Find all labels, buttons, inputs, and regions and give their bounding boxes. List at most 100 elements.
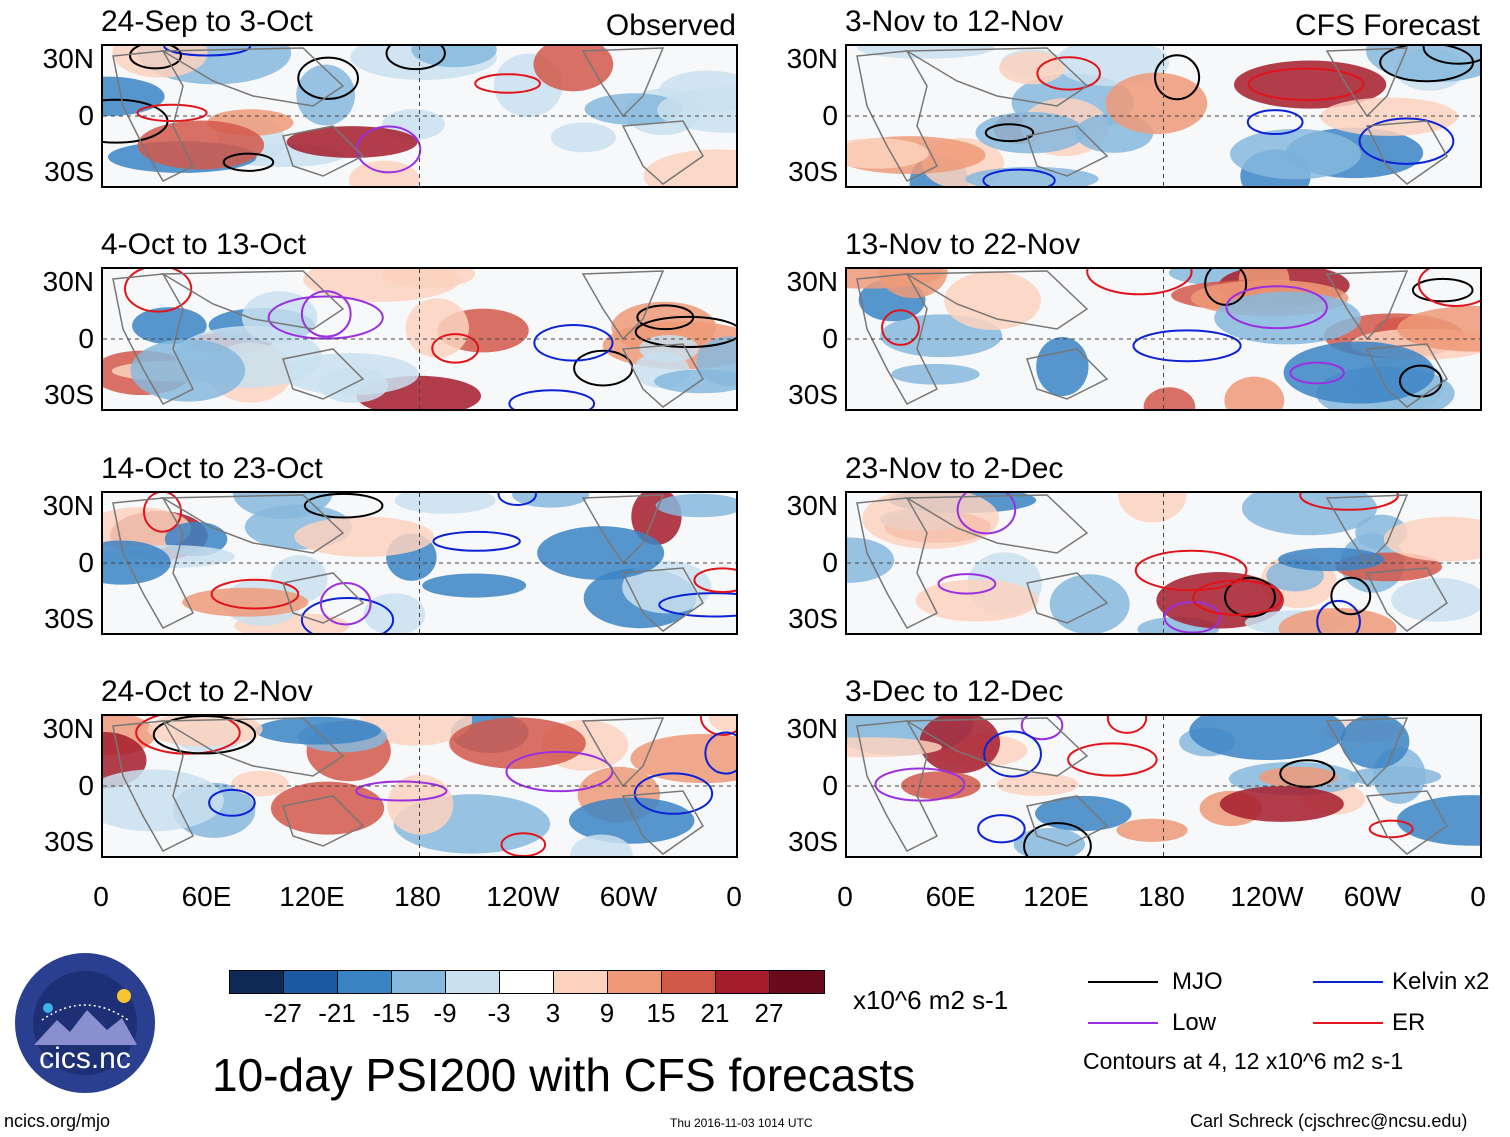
contour-line (658, 592, 736, 618)
legend-note: Contours at 4, 12 x10^6 m2 s-1 (1083, 1048, 1404, 1074)
contour-line (297, 56, 359, 100)
coastline (1026, 795, 1109, 847)
anomaly-shading (1278, 607, 1397, 633)
colorbar-swatch (284, 971, 338, 993)
anomaly-shading (318, 367, 389, 403)
contour-line (633, 772, 714, 815)
anomaly-shading (891, 363, 980, 385)
anomaly-shading (533, 46, 614, 92)
y-tick-label: 30N (42, 43, 94, 74)
x-tick-label: 180 (394, 881, 441, 912)
anomaly-shading (405, 298, 469, 358)
map-area (101, 491, 738, 635)
contour-line (1246, 109, 1304, 136)
coastline (160, 47, 345, 107)
colorbar-tick: -27 (264, 998, 302, 1028)
cics-logo: cics.nc (12, 950, 158, 1096)
map-area (845, 491, 1482, 635)
anomaly-shading (584, 93, 683, 125)
anomaly-shading (1283, 341, 1435, 404)
footer-center: Thu 2016-11-03 1014 UTC (670, 1116, 813, 1130)
panel-label: Observed (605, 9, 736, 42)
contour-line (163, 46, 252, 57)
contour-line (983, 730, 1042, 778)
coastline (1026, 348, 1109, 400)
coastline (1365, 120, 1448, 185)
coastline (581, 47, 665, 118)
contour-line (1316, 599, 1361, 633)
contour-line (881, 309, 920, 346)
panel-title: 4-Oct to 13-Oct (101, 228, 307, 261)
anomaly-shading (708, 716, 736, 733)
panel-title: 24-Oct to 2-Nov (101, 675, 313, 708)
contour-line (505, 750, 614, 793)
contour-line (1134, 549, 1248, 592)
y-tick-label: 0 (78, 547, 94, 578)
coastline (112, 497, 195, 629)
anomaly-shading (1105, 72, 1208, 135)
legend-label-mjo: MJO (1172, 968, 1223, 995)
contour-line (1279, 759, 1336, 788)
contour-line (319, 581, 372, 626)
contour-line (1106, 716, 1148, 734)
y-tick-label: 30S (44, 603, 94, 634)
y-tick-label: 30N (786, 490, 838, 521)
contour-line (385, 46, 446, 71)
panel-title: 23-Nov to 2-Dec (845, 452, 1064, 485)
coastline (621, 343, 704, 408)
map-area (845, 44, 1482, 188)
anomaly-shading (847, 737, 942, 758)
map-area (101, 714, 738, 858)
anomaly-shading (387, 774, 454, 835)
y-tick-label: 0 (822, 547, 838, 578)
x-tick-label: 180 (1138, 881, 1185, 912)
contour-line (129, 46, 182, 70)
y-tick-label: 30S (788, 603, 838, 634)
y-tick-label: 0 (822, 323, 838, 354)
contour-line (1411, 277, 1474, 303)
anomaly-shading (944, 271, 1041, 331)
anomaly-shading (363, 593, 426, 633)
anomaly-shading (630, 733, 736, 784)
coastline (282, 572, 365, 624)
colorbar (229, 970, 825, 994)
contour-line (222, 152, 275, 172)
colorbar-swatch (338, 971, 392, 993)
contour-line (1224, 576, 1276, 618)
y-tick-label: 30S (788, 156, 838, 187)
contour-line (1289, 361, 1345, 385)
y-tick-label: 30N (786, 713, 838, 744)
anomaly-shading (1391, 578, 1480, 622)
contour-line (300, 290, 352, 338)
contour-line (152, 716, 257, 755)
x-tick-label: 0 (1470, 881, 1486, 912)
y-tick-label: 30S (44, 826, 94, 857)
legend-line-er (1313, 1022, 1383, 1024)
panel-title: 3-Dec to 12-Dec (845, 675, 1064, 708)
contour-line (1163, 600, 1222, 633)
x-tick-label: 60E (925, 881, 976, 912)
contour-line (704, 731, 736, 775)
anomaly-shading (1036, 336, 1089, 396)
anomaly-shading (296, 64, 356, 126)
y-tick-label: 0 (78, 323, 94, 354)
x-tick-label: 120E (1023, 881, 1089, 912)
colorbar-swatch (446, 971, 500, 993)
coastline (1325, 494, 1409, 565)
contour-line (984, 123, 1035, 143)
anomaly-shading (1383, 516, 1480, 562)
anomaly-shading (568, 797, 695, 844)
coastline (1026, 125, 1109, 177)
anomaly-shading (643, 149, 736, 186)
x-tick-label: 0 (726, 881, 742, 912)
contour-line (135, 716, 241, 755)
anomaly-shading (1189, 716, 1346, 761)
coastline (1325, 270, 1409, 341)
anomaly-shading (847, 138, 929, 169)
map-area (845, 267, 1482, 411)
colorbar-swatch (230, 971, 284, 993)
anomaly-shading (570, 834, 633, 856)
map-area (845, 714, 1482, 858)
colorbar-units: x10^6 m2 s-1 (853, 985, 1009, 1015)
panel-label: CFS Forecast (1294, 9, 1480, 42)
